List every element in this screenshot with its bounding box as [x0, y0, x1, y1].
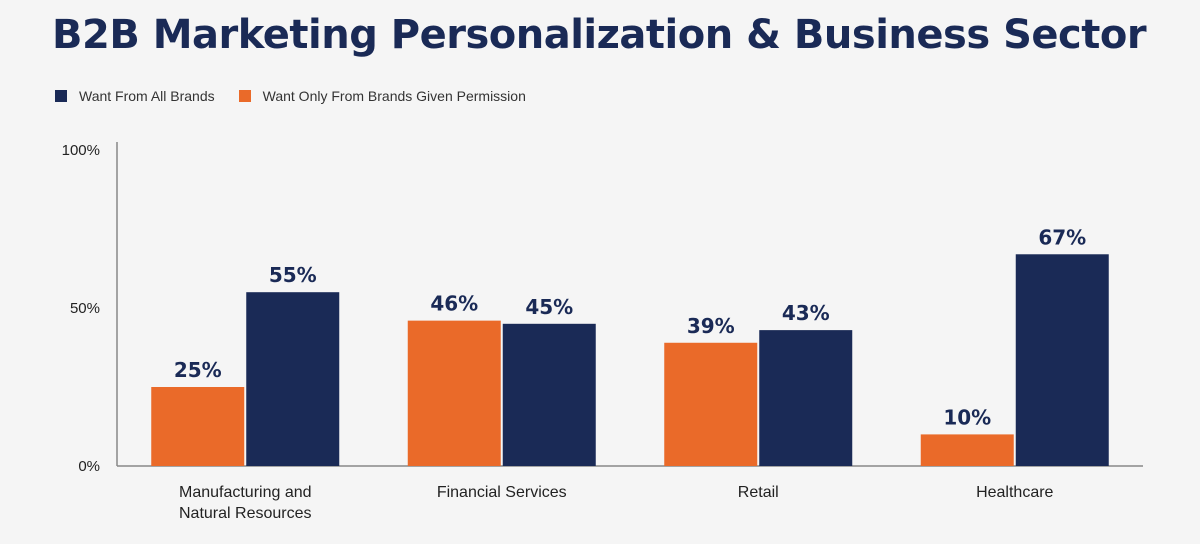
bar-permission [407, 320, 501, 466]
bar-all-brands [759, 330, 853, 466]
category-label: Manufacturing and Natural Resources [179, 484, 312, 522]
data-label: 39% [687, 314, 735, 338]
bar-permission [920, 434, 1014, 466]
y-tick-label: 100% [62, 142, 100, 159]
data-label: 55% [269, 263, 317, 287]
legend: Want From All Brands Want Only From Bran… [55, 88, 526, 104]
legend-item-permission: Want Only From Brands Given Permission [238, 88, 526, 104]
data-label: 45% [525, 295, 573, 319]
y-tick-label: 50% [70, 300, 100, 317]
category-label: Healthcare [976, 484, 1053, 501]
legend-label-all-brands: Want From All Brands [79, 88, 215, 104]
bar-all-brands [502, 323, 596, 466]
bar-all-brands [246, 292, 340, 466]
category-label: Retail [738, 484, 779, 501]
bar-permission [151, 387, 245, 466]
legend-item-all-brands: Want From All Brands [55, 88, 215, 104]
data-label: 25% [174, 358, 222, 382]
bar-permission [664, 342, 758, 466]
legend-swatch-permission [238, 90, 251, 102]
data-label: 10% [943, 405, 991, 429]
legend-swatch-all-brands [55, 90, 67, 102]
data-label: 67% [1038, 225, 1086, 249]
chart-title: B2B Marketing Personalization & Business… [52, 12, 1147, 58]
y-tick-label: 0% [78, 458, 100, 475]
bar-all-brands [1015, 254, 1109, 466]
data-label: 46% [430, 292, 478, 316]
category-label: Financial Services [437, 484, 567, 501]
legend-label-permission: Want Only From Brands Given Permission [262, 88, 526, 104]
data-label: 43% [782, 301, 830, 325]
